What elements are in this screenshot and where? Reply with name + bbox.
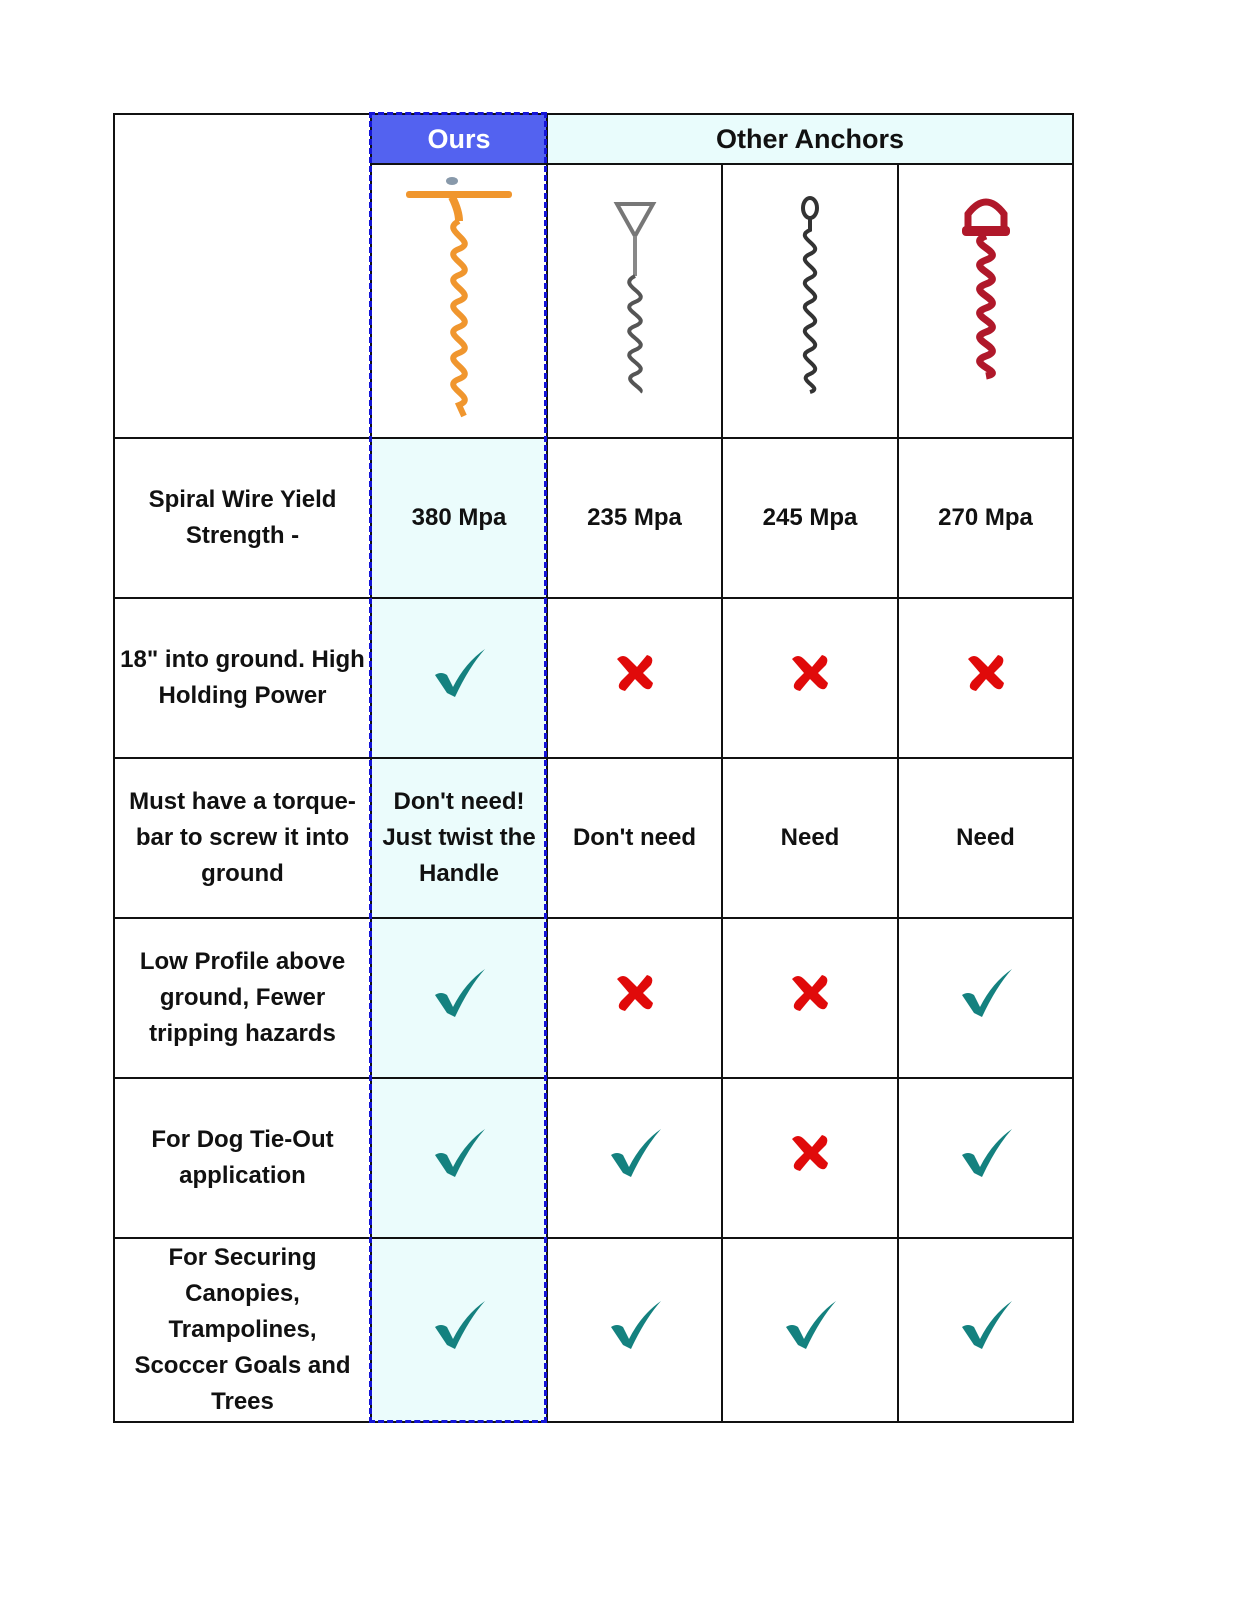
cross-icon — [782, 974, 838, 1027]
cross-cell — [897, 597, 1074, 759]
check-icon — [782, 1300, 838, 1359]
check-cell — [897, 1077, 1074, 1239]
red-dome-anchor-image — [897, 163, 1074, 439]
feature-label: Must have a torque-bar to screw it into … — [113, 757, 372, 919]
check-cell — [721, 1237, 899, 1423]
ours-header: Ours — [370, 113, 548, 165]
table-row: For Securing Canopies, Trampolines, Scoc… — [113, 1237, 1074, 1423]
check-cell — [897, 917, 1074, 1079]
cross-icon — [782, 654, 838, 707]
check-icon — [431, 1300, 487, 1359]
table-row: For Dog Tie-Out application — [113, 1077, 1074, 1239]
check-icon — [431, 648, 487, 707]
check-cell — [546, 1077, 723, 1239]
feature-label: For Securing Canopies, Trampolines, Scoc… — [113, 1237, 372, 1423]
table-row: Low Profile above ground, Fewer tripping… — [113, 917, 1074, 1079]
check-icon — [958, 1300, 1014, 1359]
feature-label: 18" into ground. High Holding Power — [113, 597, 372, 759]
check-cell — [370, 917, 548, 1079]
cross-icon — [958, 654, 1014, 707]
check-icon — [431, 1128, 487, 1187]
check-icon — [607, 1128, 663, 1187]
check-cell — [370, 1237, 548, 1423]
table-row: 18" into ground. High Holding Power — [113, 597, 1074, 759]
cross-cell — [721, 597, 899, 759]
cross-cell — [546, 917, 723, 1079]
check-icon — [431, 968, 487, 1027]
value-cell: Need — [721, 757, 899, 919]
comparison-table: Ours Other Anchors — [113, 113, 1074, 1423]
cross-cell — [546, 597, 723, 759]
cross-icon — [782, 1134, 838, 1187]
other-anchors-header: Other Anchors — [546, 113, 1074, 165]
triangle-handle-anchor-image — [546, 163, 723, 439]
check-cell — [897, 1237, 1074, 1423]
cross-icon — [607, 974, 663, 1027]
feature-label: For Dog Tie-Out application — [113, 1077, 372, 1239]
loop-anchor-image — [721, 163, 899, 439]
value-cell: 270 Mpa — [897, 437, 1074, 599]
value-cell: Don't need! Just twist the Handle — [370, 757, 548, 919]
feature-label: Spiral Wire Yield Strength - — [113, 437, 372, 599]
check-icon — [958, 1128, 1014, 1187]
cross-icon — [607, 654, 663, 707]
check-cell — [370, 1077, 548, 1239]
value-cell: Don't need — [546, 757, 723, 919]
value-cell: Need — [897, 757, 1074, 919]
value-cell: 245 Mpa — [721, 437, 899, 599]
cross-cell — [721, 1077, 899, 1239]
value-cell: 235 Mpa — [546, 437, 723, 599]
ours-anchor-image — [370, 163, 548, 439]
table-row: Must have a torque-bar to screw it into … — [113, 757, 1074, 919]
check-cell — [370, 597, 548, 759]
check-icon — [958, 968, 1014, 1027]
feature-label: Low Profile above ground, Fewer tripping… — [113, 917, 372, 1079]
value-cell: 380 Mpa — [370, 437, 548, 599]
table-row: Spiral Wire Yield Strength -380 Mpa 235 M… — [113, 437, 1074, 599]
check-icon — [607, 1300, 663, 1359]
check-cell — [546, 1237, 723, 1423]
corner-cell — [113, 113, 372, 439]
cross-cell — [721, 917, 899, 1079]
